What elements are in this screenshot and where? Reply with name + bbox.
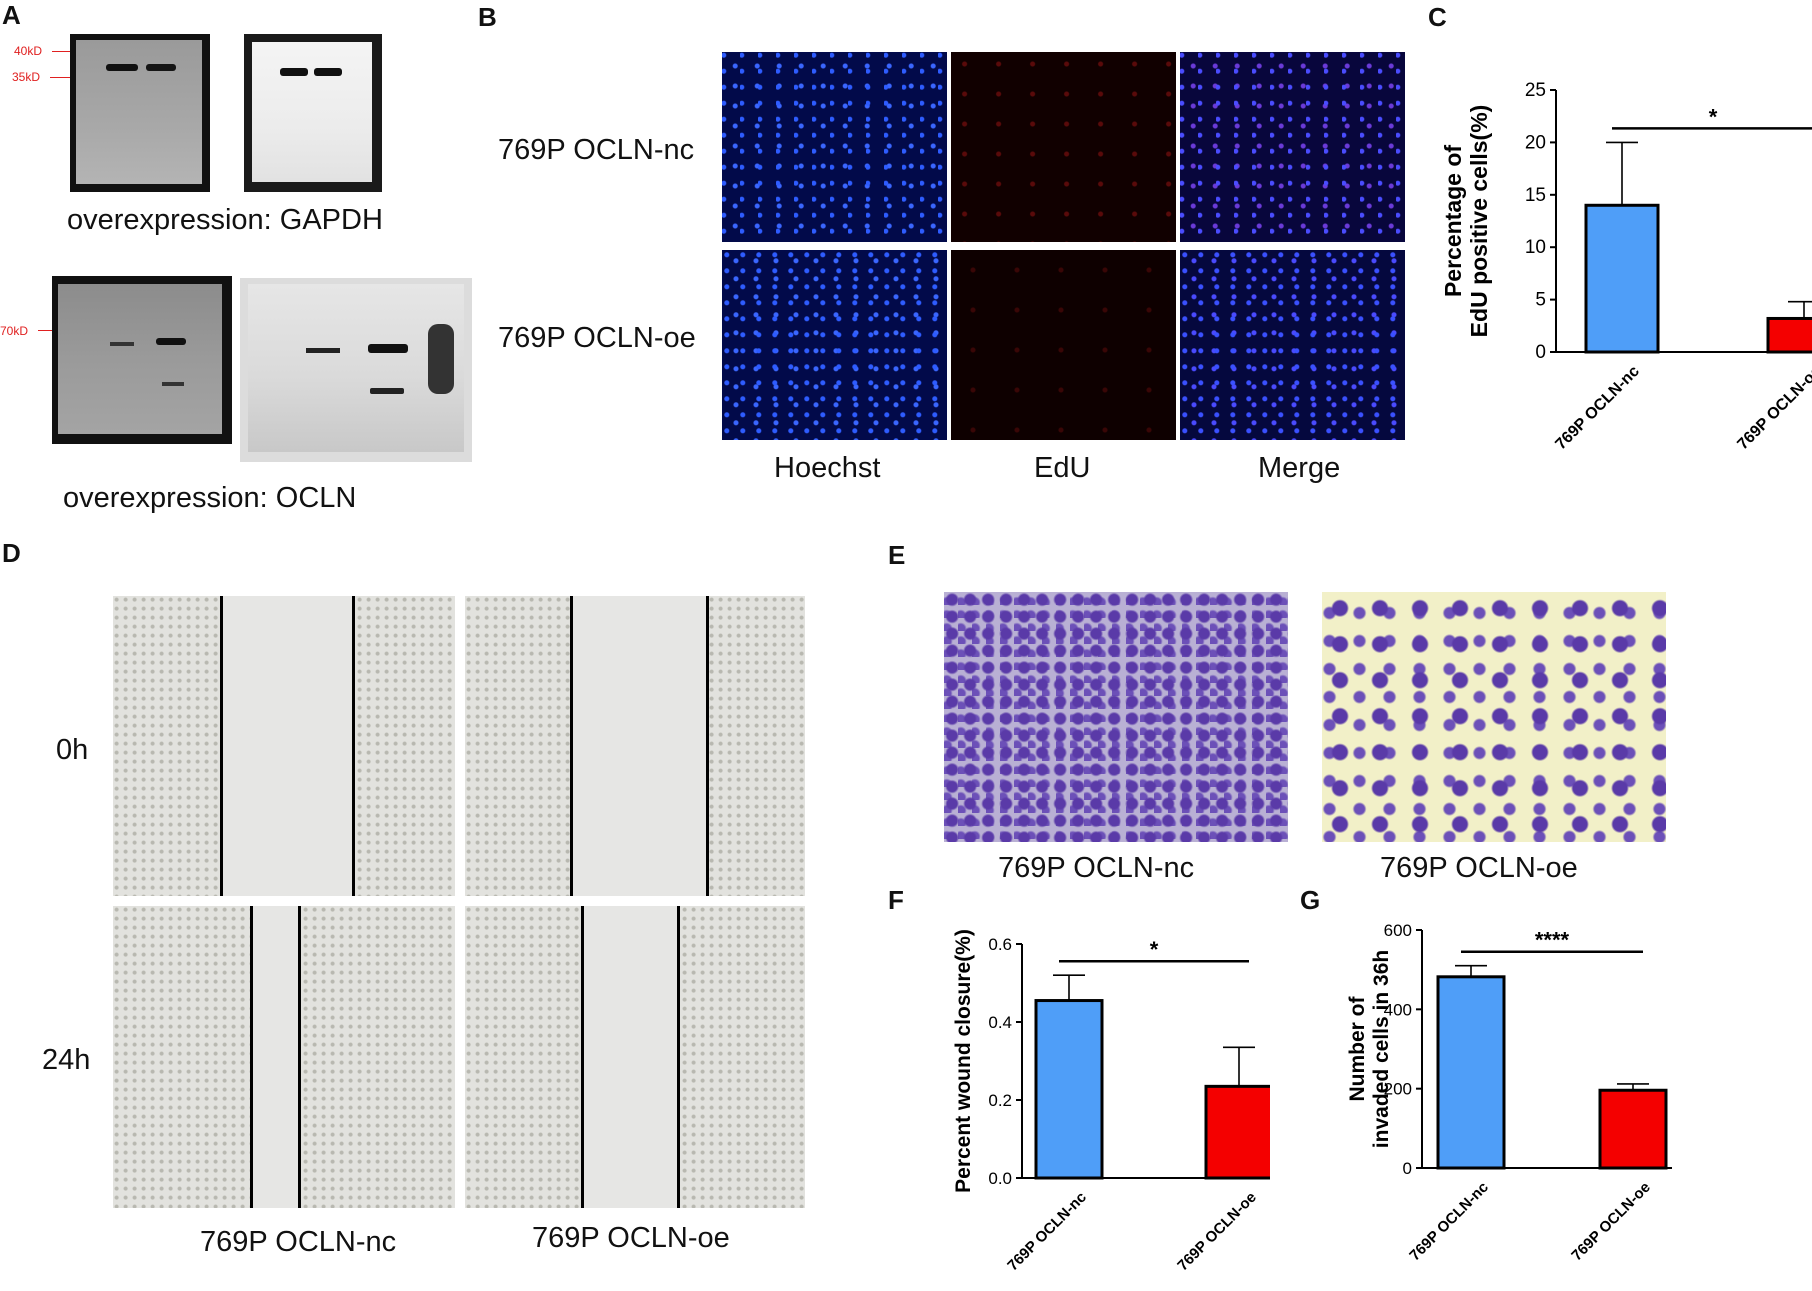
y-axis-label-g: invaded cells in 36h — [1370, 950, 1393, 1148]
y-tick-label-c: 20 — [1525, 132, 1546, 153]
y-tick-label-c: 25 — [1525, 80, 1546, 101]
image-merge-nc — [1180, 52, 1405, 242]
x-tick-label-f: 769P OCLN-oe — [1174, 1189, 1260, 1275]
image-hoechst-oe — [722, 250, 947, 440]
panel-label-c: C — [1428, 2, 1447, 32]
x-tick-label-g: 769P OCLN-oe — [1568, 1179, 1654, 1265]
marker-label-70kd: 70kD — [0, 324, 29, 338]
blot-ocln-1 — [52, 276, 232, 444]
y-tick-label-c: 0 — [1535, 342, 1546, 363]
significance-label-g: **** — [1535, 928, 1570, 953]
column-label-merge: Merge — [1258, 452, 1341, 484]
panel-label-g: G — [1300, 885, 1321, 915]
y-axis-label-f: Percent wound closure(%) — [952, 929, 975, 1193]
row-label-0h: 0h — [56, 734, 89, 766]
column-label-wound-oe: 769P OCLN-oe — [532, 1222, 730, 1254]
row-label-nc: 769P OCLN-nc — [498, 134, 695, 166]
panel-label-b: B — [478, 2, 497, 32]
image-hoechst-nc — [722, 52, 947, 242]
y-tick-label-c: 10 — [1525, 237, 1546, 258]
marker-line-35kd — [50, 77, 74, 78]
image-wound-oe-0h — [465, 596, 805, 896]
panel-label-f: F — [888, 885, 904, 915]
column-label-edu: EdU — [1034, 452, 1091, 484]
column-label-wound-nc: 769P OCLN-nc — [200, 1226, 397, 1258]
bar-c-nc — [1584, 203, 1660, 354]
image-wound-nc-24h — [113, 906, 455, 1208]
y-tick-label-g: 200 — [1384, 1080, 1412, 1099]
caption-gapdh: overexpression: GAPDH — [67, 204, 383, 236]
y-tick-label-c: 5 — [1535, 290, 1546, 311]
panel-label-d: D — [2, 538, 21, 568]
y-axis-label-g: Number of — [1346, 995, 1369, 1101]
image-wound-oe-24h — [465, 906, 805, 1208]
image-transwell-oe — [1322, 592, 1666, 842]
blot-gapdh-2 — [244, 34, 382, 192]
y-tick-label-g: 400 — [1384, 1000, 1412, 1019]
bar-f-nc — [1034, 999, 1104, 1180]
y-tick-label-c: 15 — [1525, 185, 1546, 206]
blot-ocln-2 — [240, 278, 472, 462]
panel-label-a: A — [2, 0, 21, 30]
column-label-transwell-nc: 769P OCLN-nc — [998, 852, 1195, 884]
bar-f-oe — [1204, 1084, 1270, 1180]
chart-c: 0 5 10 15 20 25 Percentage of EdU positive cell… — [1440, 80, 1812, 453]
x-tick-label-f: 769P OCLN-nc — [1004, 1189, 1090, 1275]
image-merge-oe — [1180, 250, 1405, 440]
y-axis-label-c: Percentage of — [1440, 145, 1466, 297]
bar-g-nc — [1436, 975, 1506, 1170]
chart-f: 0.0 0.2 0.4 0.6 Percent wound closure(%) 769P… — [952, 929, 1270, 1275]
image-transwell-nc — [944, 592, 1288, 842]
image-edu-oe — [951, 250, 1176, 440]
chart-g: 0 200 400 600 Number of invaded cells in 36h 7… — [1346, 921, 1672, 1265]
x-tick-label-c: 769P OCLN-oe — [1734, 363, 1812, 453]
column-label-hoechst: Hoechst — [774, 452, 881, 484]
significance-label-c: * — [1709, 104, 1718, 129]
y-axis-label-c: EdU positive cells(%) — [1466, 105, 1492, 338]
row-label-24h: 24h — [42, 1044, 91, 1076]
y-tick-label-f: 0.2 — [988, 1091, 1012, 1110]
y-tick-label-f: 0.0 — [988, 1169, 1012, 1188]
row-label-oe: 769P OCLN-oe — [498, 322, 696, 354]
marker-line-40kd — [52, 51, 74, 52]
caption-ocln: overexpression: OCLN — [63, 482, 357, 514]
column-label-transwell-oe: 769P OCLN-oe — [1380, 852, 1578, 884]
x-tick-label-g: 769P OCLN-nc — [1406, 1179, 1492, 1265]
panel-label-e: E — [888, 540, 906, 570]
significance-label-f: * — [1150, 937, 1159, 962]
y-tick-label-g: 0 — [1403, 1159, 1412, 1178]
marker-label-35kd: 35kD — [12, 70, 41, 84]
x-tick-label-c: 769P OCLN-nc — [1552, 363, 1642, 453]
y-tick-label-g: 600 — [1384, 921, 1412, 940]
blot-gapdh-1 — [70, 34, 210, 192]
bar-g-oe — [1598, 1088, 1668, 1170]
y-tick-label-f: 0.6 — [988, 935, 1012, 954]
bar-c-oe — [1766, 316, 1812, 354]
y-tick-label-f: 0.4 — [988, 1013, 1012, 1032]
marker-label-40kd: 40kD — [14, 44, 43, 58]
image-edu-nc — [951, 52, 1176, 242]
image-wound-nc-0h — [113, 596, 455, 896]
